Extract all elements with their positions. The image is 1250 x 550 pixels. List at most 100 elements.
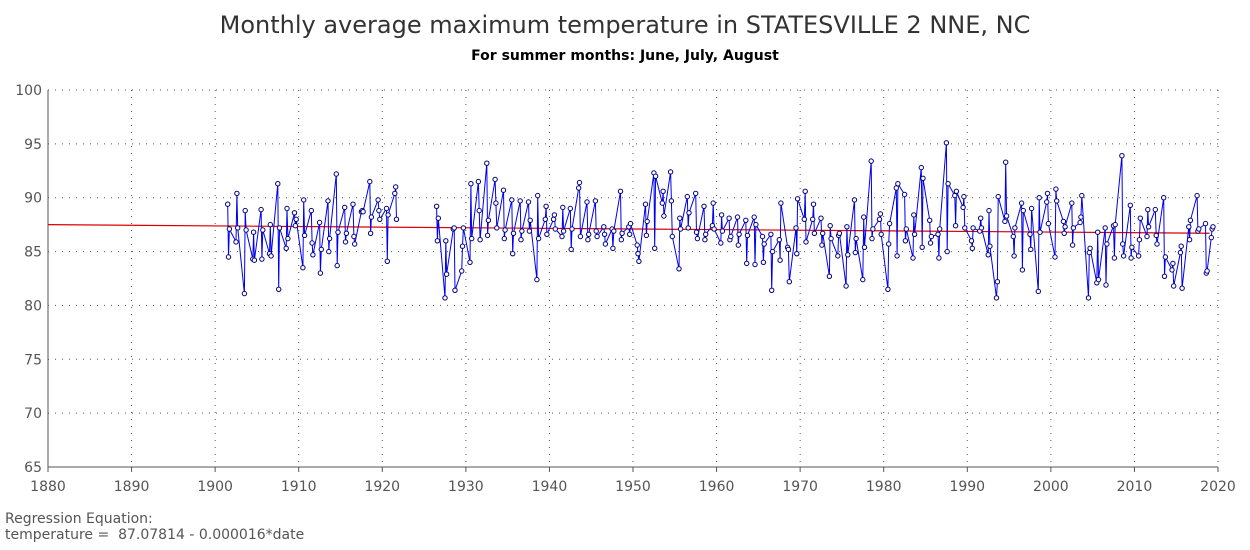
data-point — [1069, 200, 1075, 206]
data-point — [937, 226, 943, 232]
data-point — [1194, 192, 1200, 199]
data-point — [952, 192, 958, 199]
data-point — [818, 215, 824, 221]
data-point — [1044, 190, 1051, 197]
data-point — [627, 220, 634, 227]
data-point — [644, 218, 650, 225]
data-point — [443, 238, 449, 244]
data-point — [393, 216, 400, 223]
data-point — [918, 164, 924, 171]
data-point — [1119, 153, 1125, 159]
data-point — [268, 253, 274, 259]
data-point — [310, 252, 316, 258]
data-point — [1087, 245, 1093, 252]
data-point — [484, 232, 491, 239]
x-axis-ticks: 1880 1890 1900 1910 1920 1930 1940 1950 1960 1970… — [30, 467, 1236, 495]
data-point — [525, 199, 532, 205]
data-point — [316, 219, 323, 226]
data-point — [803, 239, 809, 245]
data-point — [285, 235, 291, 242]
data-point — [1169, 267, 1175, 273]
data-point — [962, 225, 968, 231]
data-point — [1019, 267, 1026, 273]
data-point — [476, 207, 482, 214]
data-point — [810, 201, 817, 207]
data-point — [1095, 229, 1101, 235]
data-point — [961, 193, 967, 200]
data-point — [703, 231, 709, 238]
data-point — [517, 198, 523, 204]
data-point — [627, 231, 633, 238]
data-point — [744, 260, 750, 267]
data-point — [793, 225, 799, 231]
data-point — [568, 246, 574, 253]
data-point — [1202, 220, 1209, 227]
data-point — [468, 181, 474, 187]
data-point — [435, 215, 441, 221]
data-point — [870, 226, 876, 232]
data-point — [734, 214, 741, 220]
data-point — [669, 233, 675, 240]
data-point — [943, 140, 950, 146]
data-point — [635, 251, 641, 257]
data-point — [1020, 207, 1026, 214]
x-tick-label: 1890 — [114, 479, 150, 495]
data-point — [802, 188, 808, 195]
data-point — [726, 215, 732, 221]
data-point — [701, 203, 707, 210]
data-point — [1204, 268, 1210, 274]
data-point — [326, 235, 333, 242]
data-point — [291, 210, 298, 216]
data-point — [1112, 221, 1118, 228]
data-point — [1054, 198, 1060, 204]
data-point — [769, 248, 776, 255]
data-point — [1208, 234, 1215, 241]
data-point — [267, 221, 273, 228]
data-point — [728, 233, 734, 240]
data-point — [352, 241, 358, 247]
data-point — [1078, 214, 1084, 220]
data-point — [1052, 254, 1058, 260]
data-point — [868, 158, 874, 164]
gridlines — [48, 89, 1219, 467]
data-point — [510, 230, 517, 237]
x-tick-label: 1990 — [949, 479, 985, 495]
data-point — [1111, 255, 1118, 261]
data-point — [1104, 241, 1110, 247]
data-point — [903, 226, 909, 232]
data-point — [986, 207, 992, 214]
data-point — [560, 228, 567, 234]
data-point — [552, 226, 558, 232]
data-point — [1079, 192, 1085, 199]
data-point — [459, 243, 466, 249]
y-tick-label: 90 — [24, 191, 42, 207]
data-point — [502, 227, 508, 233]
data-point — [1152, 206, 1159, 213]
y-tick-label: 95 — [24, 137, 42, 153]
data-point — [1011, 253, 1017, 259]
x-tick-label: 2010 — [1117, 479, 1153, 495]
data-point — [861, 214, 867, 220]
data-point — [852, 249, 858, 256]
data-point — [618, 237, 624, 243]
data-point — [325, 198, 331, 204]
data-point — [235, 225, 241, 231]
data-point — [652, 245, 658, 252]
data-point — [1003, 213, 1010, 219]
x-tick-label: 1910 — [281, 479, 317, 495]
data-point — [902, 238, 909, 244]
data-point — [518, 237, 524, 243]
data-point — [1062, 224, 1068, 230]
data-point — [485, 217, 492, 224]
data-point — [744, 232, 751, 239]
data-point — [853, 235, 859, 242]
data-point — [567, 205, 573, 212]
data-point — [1070, 225, 1077, 231]
data-point — [535, 235, 542, 242]
data-point — [819, 242, 825, 248]
data-point — [860, 276, 866, 283]
data-point — [1069, 242, 1076, 248]
data-point — [510, 251, 516, 257]
data-point — [333, 171, 339, 177]
data-point — [952, 223, 959, 229]
